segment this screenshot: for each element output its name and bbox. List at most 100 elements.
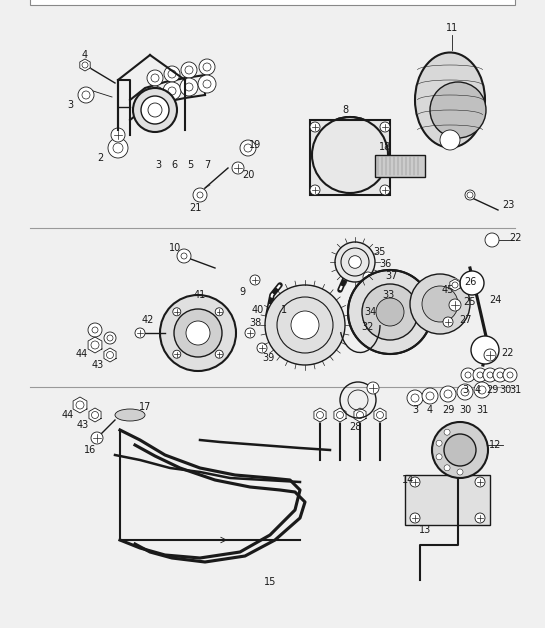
Circle shape [164, 66, 180, 82]
Circle shape [193, 188, 207, 202]
Text: 28: 28 [349, 422, 361, 432]
Text: 20: 20 [242, 170, 254, 180]
Circle shape [348, 270, 432, 354]
Circle shape [135, 328, 145, 338]
Circle shape [507, 372, 513, 378]
Circle shape [107, 335, 113, 341]
Circle shape [475, 477, 485, 487]
Text: 35: 35 [374, 247, 386, 257]
Circle shape [461, 368, 475, 382]
Circle shape [317, 411, 324, 418]
Circle shape [493, 368, 507, 382]
Circle shape [215, 308, 223, 316]
Circle shape [92, 411, 99, 418]
Text: 30: 30 [499, 385, 511, 395]
Circle shape [291, 311, 319, 339]
Text: 9: 9 [239, 287, 245, 297]
Circle shape [422, 388, 438, 404]
Circle shape [111, 128, 125, 142]
Polygon shape [89, 408, 101, 422]
Circle shape [407, 390, 423, 406]
Circle shape [410, 274, 470, 334]
Circle shape [78, 87, 94, 103]
Circle shape [113, 143, 123, 153]
Circle shape [460, 271, 484, 295]
Circle shape [436, 440, 442, 447]
Circle shape [457, 384, 473, 400]
Circle shape [335, 242, 375, 282]
Bar [30, 0, 515, 5]
Circle shape [181, 62, 197, 78]
Polygon shape [104, 348, 116, 362]
Polygon shape [73, 397, 87, 413]
Circle shape [215, 350, 223, 358]
Circle shape [444, 434, 476, 466]
Text: 1: 1 [281, 305, 287, 315]
Circle shape [475, 513, 485, 523]
Circle shape [485, 233, 499, 247]
Circle shape [106, 352, 113, 359]
Circle shape [471, 336, 499, 364]
Text: 31: 31 [476, 405, 488, 415]
Text: 4: 4 [427, 405, 433, 415]
Circle shape [245, 328, 255, 338]
Text: 41: 41 [194, 290, 206, 300]
Circle shape [349, 256, 361, 268]
Text: 29: 29 [486, 385, 498, 395]
Circle shape [91, 341, 99, 349]
Circle shape [380, 185, 390, 195]
Circle shape [465, 190, 475, 200]
Circle shape [177, 249, 191, 263]
Circle shape [310, 185, 320, 195]
Text: 22: 22 [508, 233, 521, 243]
Circle shape [82, 62, 88, 68]
Circle shape [250, 275, 260, 285]
Circle shape [338, 143, 362, 167]
Text: 2: 2 [97, 153, 103, 163]
Circle shape [185, 66, 193, 74]
Circle shape [173, 308, 181, 316]
Text: 25: 25 [464, 297, 476, 307]
Circle shape [174, 309, 222, 357]
Ellipse shape [115, 409, 145, 421]
Circle shape [76, 401, 84, 409]
Circle shape [146, 86, 164, 104]
Circle shape [411, 394, 419, 402]
Circle shape [484, 349, 496, 361]
Circle shape [168, 70, 176, 78]
Circle shape [92, 327, 98, 333]
Text: 26: 26 [464, 277, 476, 287]
Circle shape [108, 138, 128, 158]
Circle shape [426, 392, 434, 400]
Text: 32: 32 [362, 322, 374, 332]
Text: 34: 34 [364, 307, 376, 317]
Circle shape [341, 248, 369, 276]
Bar [310, 120, 390, 195]
Circle shape [477, 372, 483, 378]
Circle shape [430, 82, 486, 138]
Text: 31: 31 [509, 385, 521, 395]
Circle shape [163, 82, 181, 100]
Bar [375, 155, 425, 177]
Circle shape [240, 140, 256, 156]
Circle shape [203, 80, 211, 88]
Text: 13: 13 [419, 525, 431, 535]
Text: 8: 8 [342, 105, 348, 115]
Circle shape [497, 372, 503, 378]
Circle shape [376, 298, 404, 326]
Text: 12: 12 [489, 440, 501, 450]
Circle shape [185, 83, 193, 91]
Text: 44: 44 [76, 349, 88, 359]
Circle shape [367, 382, 379, 394]
Circle shape [457, 469, 463, 475]
Circle shape [91, 432, 103, 444]
Circle shape [265, 285, 345, 365]
Text: 7: 7 [204, 160, 210, 170]
Text: 3: 3 [67, 100, 73, 110]
Text: 44: 44 [62, 410, 74, 420]
Circle shape [198, 75, 216, 93]
Circle shape [410, 513, 420, 523]
Text: 30: 30 [459, 405, 471, 415]
Bar [405, 475, 490, 525]
Circle shape [325, 130, 375, 180]
